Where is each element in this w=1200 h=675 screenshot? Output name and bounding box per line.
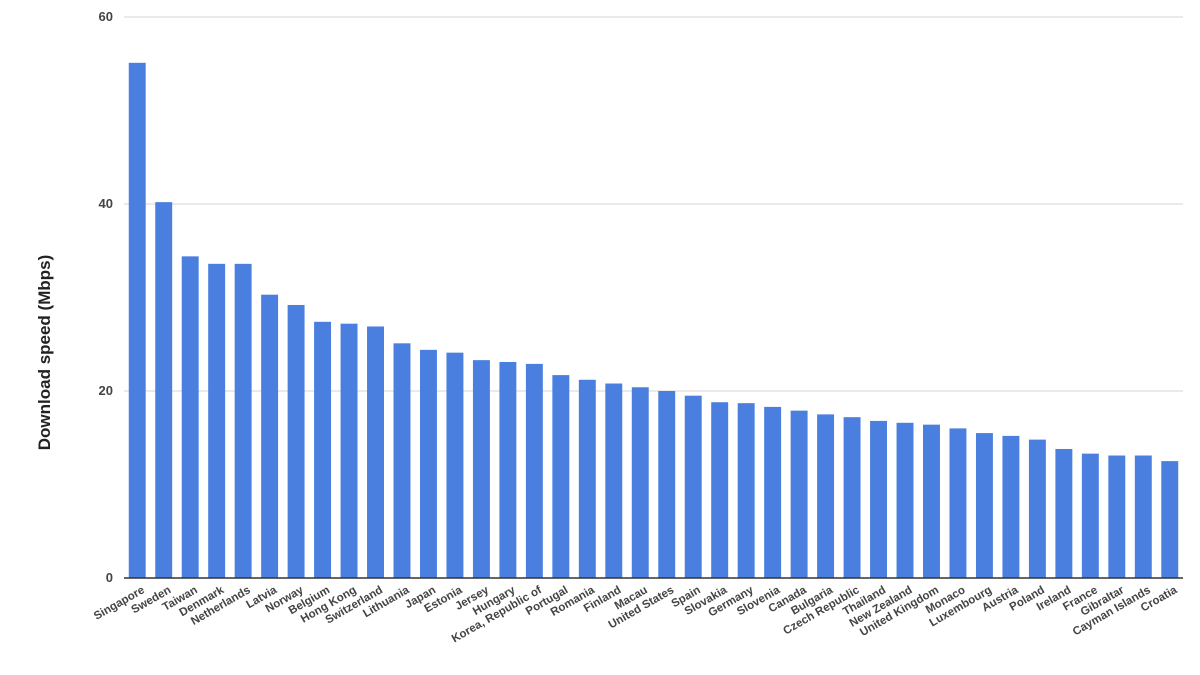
bar [790, 410, 808, 578]
bar [843, 417, 861, 578]
bar [1161, 461, 1179, 578]
y-axis-ticks: 0 20 40 60 [99, 9, 113, 585]
y-tick-label: 0 [106, 570, 113, 585]
bar [552, 375, 570, 578]
bar [155, 202, 173, 578]
bar [128, 62, 146, 578]
bar [367, 326, 384, 578]
bar [975, 433, 993, 578]
bar [393, 343, 411, 578]
bar [737, 403, 755, 578]
y-tick-label: 20 [99, 383, 113, 398]
bar [234, 263, 252, 578]
bar [764, 406, 782, 578]
bar [1134, 455, 1152, 578]
bar [605, 383, 623, 578]
bar [261, 294, 279, 578]
bar [684, 395, 702, 578]
bar [1081, 453, 1099, 578]
bar [711, 402, 729, 578]
bar [499, 362, 517, 578]
y-tick-label: 40 [99, 196, 113, 211]
bar [896, 422, 914, 578]
bar [208, 263, 226, 578]
bar [419, 349, 437, 578]
bar [525, 363, 543, 578]
bar [1028, 439, 1046, 578]
bar [631, 387, 649, 578]
bar [1108, 455, 1126, 578]
bar [446, 352, 464, 578]
bar [923, 424, 940, 578]
x-axis-category-labels: SingaporeSwedenTaiwanDenmarkNetherlandsL… [92, 584, 1180, 645]
bar [949, 428, 967, 578]
bar [817, 414, 835, 578]
bar [658, 391, 676, 578]
bar [1055, 448, 1073, 578]
y-axis-title: Download speed (Mbps) [35, 255, 54, 451]
gridlines [124, 16, 1183, 392]
bars [128, 62, 1179, 578]
y-tick-label: 60 [99, 9, 113, 24]
bar [340, 323, 358, 578]
bar [1002, 435, 1020, 578]
bar [314, 321, 332, 578]
bar [181, 256, 199, 578]
bar [472, 360, 490, 578]
bar [287, 304, 305, 578]
bar [578, 379, 596, 578]
bar [870, 420, 888, 578]
